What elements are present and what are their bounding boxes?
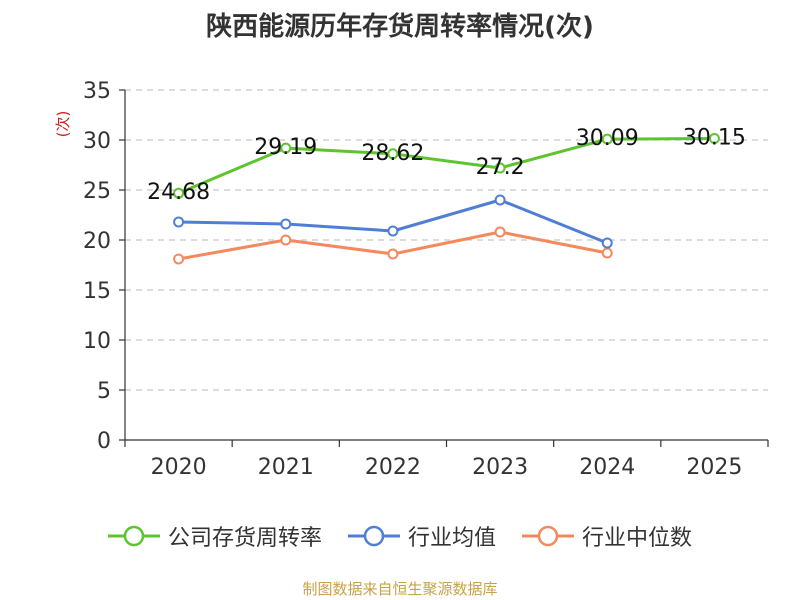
- data-point[interactable]: [387, 248, 399, 260]
- data-label: 30.09: [576, 126, 639, 151]
- data-point[interactable]: [601, 133, 613, 145]
- y-tick-label: 20: [83, 229, 111, 254]
- data-point[interactable]: [601, 237, 613, 249]
- x-tick-label: 2021: [258, 455, 314, 480]
- legend-symbol: [107, 525, 160, 547]
- data-point[interactable]: [280, 142, 292, 154]
- legend: 公司存货周转率 行业均值 行业中位数: [0, 520, 800, 552]
- data-point[interactable]: [387, 148, 399, 160]
- y-tick-label: 10: [83, 329, 111, 354]
- data-point[interactable]: [173, 187, 185, 199]
- data-labels: 24.68 29.19 28.62 27.2 30.09 30.15: [147, 126, 746, 206]
- data-point[interactable]: [173, 253, 185, 265]
- data-point[interactable]: [387, 225, 399, 237]
- data-label: 29.19: [254, 135, 317, 160]
- data-point[interactable]: [601, 247, 613, 259]
- data-label: 27.2: [476, 155, 525, 180]
- legend-item[interactable]: 公司存货周转率: [107, 520, 322, 552]
- legend-label: 行业均值: [407, 526, 496, 551]
- data-point[interactable]: [173, 216, 185, 228]
- y-axis-label: (次): [54, 111, 72, 138]
- x-tick-label: 2024: [579, 455, 635, 480]
- y-tick-label: 0: [97, 429, 111, 454]
- legend-item[interactable]: 行业中位数: [522, 520, 692, 552]
- grid-lines: [125, 89, 768, 391]
- legend-label: 行业中位数: [582, 526, 693, 551]
- x-tick-label: 2020: [151, 455, 207, 480]
- data-label: 28.62: [361, 141, 424, 166]
- y-tick-label: 15: [83, 279, 111, 304]
- y-tick-label: 35: [83, 79, 111, 104]
- x-tick-label: 2022: [365, 455, 421, 480]
- y-tick-label: 5: [97, 379, 111, 404]
- x-tick-label: 2023: [472, 455, 528, 480]
- x-tick-label: 2025: [686, 455, 742, 480]
- source-note: 制图数据来自恒生聚源数据库: [302, 580, 498, 598]
- series-lines: [173, 133, 720, 265]
- data-point[interactable]: [280, 218, 292, 230]
- data-label: 30.15: [683, 126, 746, 151]
- data-point[interactable]: [494, 194, 506, 206]
- series-line-1: [178, 198, 608, 245]
- data-label: 24.68: [147, 180, 210, 205]
- chart-title: 陕西能源历年存货周转率情况(次): [206, 12, 594, 42]
- legend-label: 公司存货周转率: [167, 526, 322, 551]
- data-point[interactable]: [494, 162, 506, 174]
- data-point[interactable]: [280, 234, 292, 246]
- y-tick-label: 25: [83, 179, 111, 204]
- data-point[interactable]: [494, 226, 506, 238]
- legend-symbol: [347, 525, 400, 547]
- series-line-0: [178, 137, 715, 195]
- data-point[interactable]: [708, 133, 720, 144]
- legend-item[interactable]: 行业均值: [347, 520, 496, 552]
- legend-symbol: [522, 525, 574, 547]
- y-tick-label: 30: [83, 129, 111, 154]
